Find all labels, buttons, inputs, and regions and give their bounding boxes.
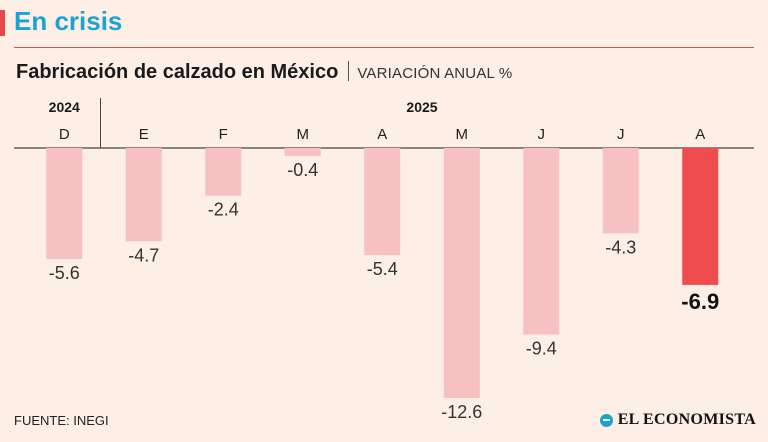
title-separator xyxy=(348,61,350,81)
data-label: -4.3 xyxy=(605,237,636,257)
brand-logo: EL ECONOMISTA xyxy=(599,411,756,429)
category-tick-label: A xyxy=(377,126,387,143)
category-tick-label: A xyxy=(695,126,705,143)
category-tick-label: J xyxy=(538,126,546,143)
data-label: -0.4 xyxy=(287,160,318,180)
data-label: -4.7 xyxy=(128,245,159,265)
bar xyxy=(523,148,560,335)
year-label: 2024 xyxy=(49,99,80,115)
category-tick-label: D xyxy=(59,126,70,143)
data-label: -2.4 xyxy=(208,200,239,220)
data-label: -12.6 xyxy=(441,402,482,422)
bar xyxy=(125,148,162,242)
bar xyxy=(443,148,480,398)
chart-title-row: Fabricación de calzado en México VARIACIÓ… xyxy=(16,61,512,84)
category-tick-label: E xyxy=(139,126,149,143)
source-note: FUENTE: INEGI xyxy=(14,413,109,428)
chart-title: Fabricación de calzado en México xyxy=(16,61,339,83)
chart-subtitle: VARIACIÓN ANUAL % xyxy=(357,65,513,82)
category-tick-label: J xyxy=(617,126,625,143)
bar xyxy=(284,148,321,156)
bar-highlight xyxy=(682,148,719,285)
category-tick-label: M xyxy=(456,126,469,143)
brand-name: EL ECONOMISTA xyxy=(617,411,756,428)
year-label: 2025 xyxy=(406,99,437,115)
bar xyxy=(364,148,401,256)
bar xyxy=(602,148,639,234)
data-label: -5.6 xyxy=(49,263,80,283)
bar xyxy=(46,148,83,260)
el-economista-logo-icon xyxy=(599,413,613,427)
kicker-heading: En crisis xyxy=(14,6,123,36)
kicker-accent-bar xyxy=(0,10,5,36)
data-label: -9.4 xyxy=(526,339,557,359)
data-label: -6.9 xyxy=(681,289,719,314)
data-label: -5.4 xyxy=(367,259,398,279)
category-tick-label: F xyxy=(219,126,228,143)
category-tick-label: M xyxy=(297,126,310,143)
header-divider xyxy=(14,47,754,48)
bar xyxy=(205,148,242,196)
